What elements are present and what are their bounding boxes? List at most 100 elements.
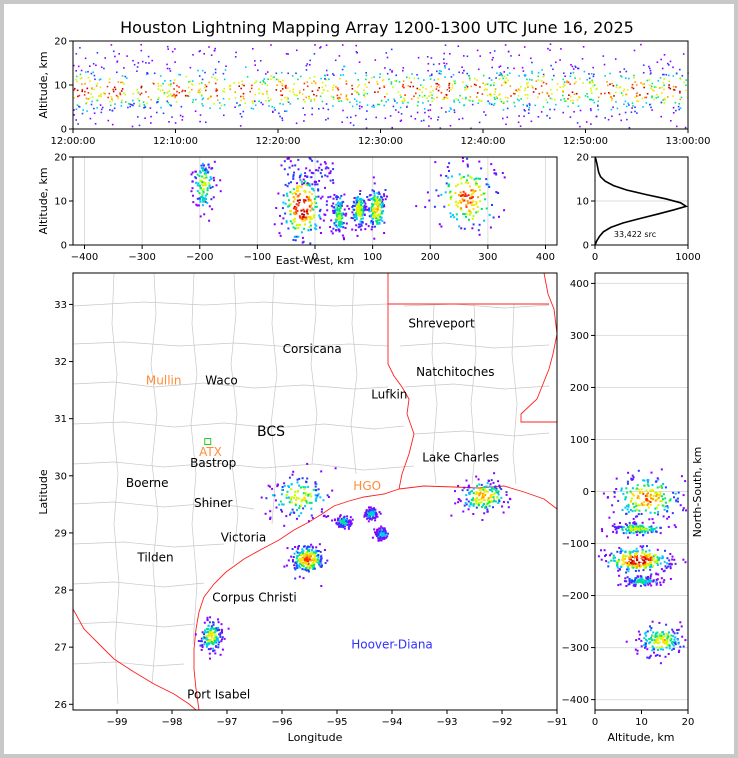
vhf-source [493,486,496,489]
vhf-source [360,211,363,214]
vhf-source [431,100,434,103]
vhf-source [639,558,642,561]
vhf-source [465,215,467,218]
vhf-source [140,43,142,46]
vhf-source [312,488,315,491]
vhf-source [319,558,322,561]
vhf-source [241,80,243,82]
vhf-source [273,223,276,226]
vhf-source [292,88,294,91]
vhf-source [661,86,663,89]
vhf-source [651,518,654,521]
time-height-panel: 12:00:00 12:10:00 12:20:00 12:30:00 12:40:00… [37,37,710,148]
vhf-source [631,559,634,562]
vhf-source [549,43,552,45]
vhf-source [379,536,382,539]
vhf-source [307,229,310,232]
vhf-source [361,220,364,223]
vhf-source [322,107,325,110]
vhf-source [309,77,311,79]
vhf-source [453,99,455,102]
vhf-source [682,494,685,497]
vhf-source [264,512,267,515]
vhf-source [482,74,485,77]
vhf-source [290,488,293,491]
vhf-source [644,566,647,569]
vhf-source [214,82,217,85]
vhf-source [289,497,292,500]
vhf-source [107,119,110,122]
vhf-source [379,527,382,530]
vhf-source [523,46,526,48]
vhf-source [219,653,222,656]
vhf-source [507,50,510,53]
vhf-source [254,104,257,106]
vhf-source [103,92,105,94]
vhf-source [292,175,295,178]
vhf-source [184,90,186,92]
vhf-source [234,106,236,108]
vhf-source [671,555,674,558]
vhf-source [476,49,479,52]
vhf-source [337,223,340,226]
vhf-source [349,520,352,523]
vhf-source [663,638,666,641]
vhf-source [445,96,448,99]
vhf-source [321,175,323,178]
vhf-source [340,100,343,102]
vhf-source [383,232,386,234]
vhf-source [443,62,445,64]
vhf-source [369,506,372,509]
vhf-source [658,636,660,639]
vhf-source [140,85,143,88]
vhf-source [388,78,390,81]
vhf-source [297,235,300,238]
vhf-source [334,519,336,522]
vhf-source [437,119,439,121]
vhf-source [136,70,138,72]
vhf-source [645,550,647,553]
vhf-source [315,95,318,97]
vhf-source [373,192,376,195]
vhf-source [669,567,672,570]
vhf-source [492,506,494,509]
vhf-source [133,63,136,66]
vhf-source [297,168,300,171]
vhf-source [203,631,206,634]
vhf-source [542,76,545,78]
vhf-source [303,210,306,213]
vhf-source [375,200,378,202]
vhf-source [292,196,295,199]
vhf-source [646,504,649,507]
vhf-source [637,569,640,572]
vhf-source [104,92,106,95]
vhf-source [640,82,642,84]
vhf-source [382,78,385,81]
vhf-source [663,84,665,87]
vhf-source [202,169,205,171]
vhf-source [649,555,652,558]
vhf-source [186,90,188,92]
vhf-source [445,182,448,185]
vhf-source [652,646,655,649]
vhf-source [401,100,403,102]
vhf-source [667,653,670,655]
vhf-source [466,72,468,75]
vhf-source [507,67,509,69]
vhf-source [478,233,481,236]
vhf-source [385,101,387,103]
vhf-source [590,73,593,75]
vhf-source [570,99,572,102]
vhf-source [620,487,623,490]
vhf-source [647,500,650,502]
vhf-source [300,553,303,556]
vhf-source [655,646,658,649]
vhf-source [219,635,222,638]
vhf-source [498,78,501,80]
vhf-source [444,44,447,46]
vhf-source [283,160,286,163]
vhf-source [143,107,145,109]
vhf-source [81,112,84,115]
vhf-source [285,515,288,518]
